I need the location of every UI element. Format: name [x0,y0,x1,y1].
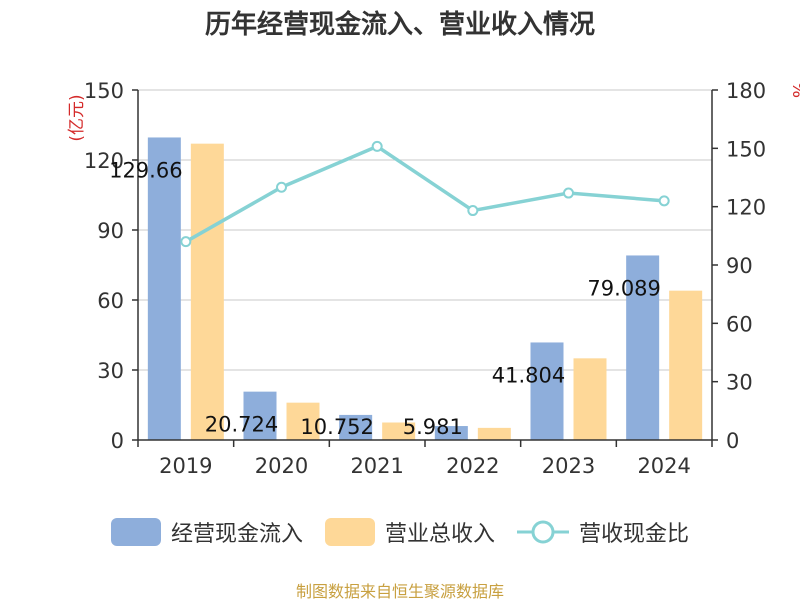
left-tick-label: 60 [97,289,124,313]
revenue-bar [669,290,703,440]
legend-item-revenue[interactable]: 营业总收入 [324,516,495,548]
data-label: 5.981 [403,415,463,439]
revenue-bar [573,358,607,440]
ratio-point [563,187,574,199]
legend-item-cash-inflow[interactable]: 经营现金流入 [110,516,303,548]
right-tick-label: 0 [726,429,739,453]
right-tick-label: 180 [726,79,766,103]
legend-swatch-revenue [324,518,375,546]
legend-label-cash-inflow: 经营现金流入 [170,522,303,547]
data-label-layer: 129.66 20.724 10.752 5.981 41.804 79.089 [109,158,661,439]
left-tick-label: 0 [111,429,124,453]
legend-line-marker-icon [517,520,569,544]
x-tick-label: 2021 [350,454,403,478]
grid-lines [138,89,712,371]
ratio-point [180,236,192,248]
revenue-bar [477,427,511,440]
left-tick-label: 150 [84,79,124,103]
revenue-bar [382,422,416,440]
data-label: 10.752 [300,415,373,439]
data-label: 41.804 [492,363,565,387]
right-axis-unit: % [788,82,800,98]
bar-layer [147,137,703,440]
legend-label-revenue: 营业总收入 [384,522,495,547]
left-tick-label: 30 [97,359,124,383]
revenue-bar [286,402,320,440]
chart-title: 历年经营现金流入、营业收入情况 [204,10,595,40]
x-tick-label: 2019 [159,454,212,478]
right-tick-label: 90 [726,254,753,278]
ratio-point [276,181,287,193]
axes: 0 30 60 90 120 150 0 30 60 90 120 150 180 2019 2020 202… [84,79,766,478]
ratio-line [184,144,665,244]
x-tick-label: 2020 [255,454,308,478]
right-tick-label: 150 [726,137,766,161]
source-note: 制图数据来自恒生聚源数据库 [295,582,504,601]
right-tick-label: 120 [726,196,766,220]
cash-inflow-bar [530,342,564,440]
right-tick-label: 60 [726,312,753,336]
x-tick-label: 2024 [637,454,690,478]
legend-swatch-cash-inflow [110,518,161,546]
x-tick-label: 2022 [446,454,499,478]
legend-item-ratio[interactable]: 营收现金比 [517,516,689,548]
data-label: 129.66 [109,158,182,182]
ratio-line-layer [180,140,670,248]
ratio-point [658,195,670,207]
cash-inflow-bar [434,426,468,440]
left-tick-label: 120 [84,149,124,173]
right-tick-label: 30 [726,371,753,395]
legend-label-ratio: 营收现金比 [579,522,690,547]
cash-inflow-bar [243,391,277,440]
data-label: 20.724 [205,413,278,437]
x-tick-label: 2023 [542,454,595,478]
revenue-bar [190,143,224,440]
cash-inflow-bar [147,137,181,440]
cash-inflow-bar [626,255,660,440]
left-axis-unit: (亿元) [67,94,87,141]
ratio-point [371,140,383,152]
ratio-point [467,205,479,217]
left-tick-label: 90 [97,219,124,243]
legend: 经营现金流入 营业总收入 营收现金比 [0,516,800,548]
cash-inflow-bar [339,414,373,440]
data-label: 79.089 [587,276,660,300]
